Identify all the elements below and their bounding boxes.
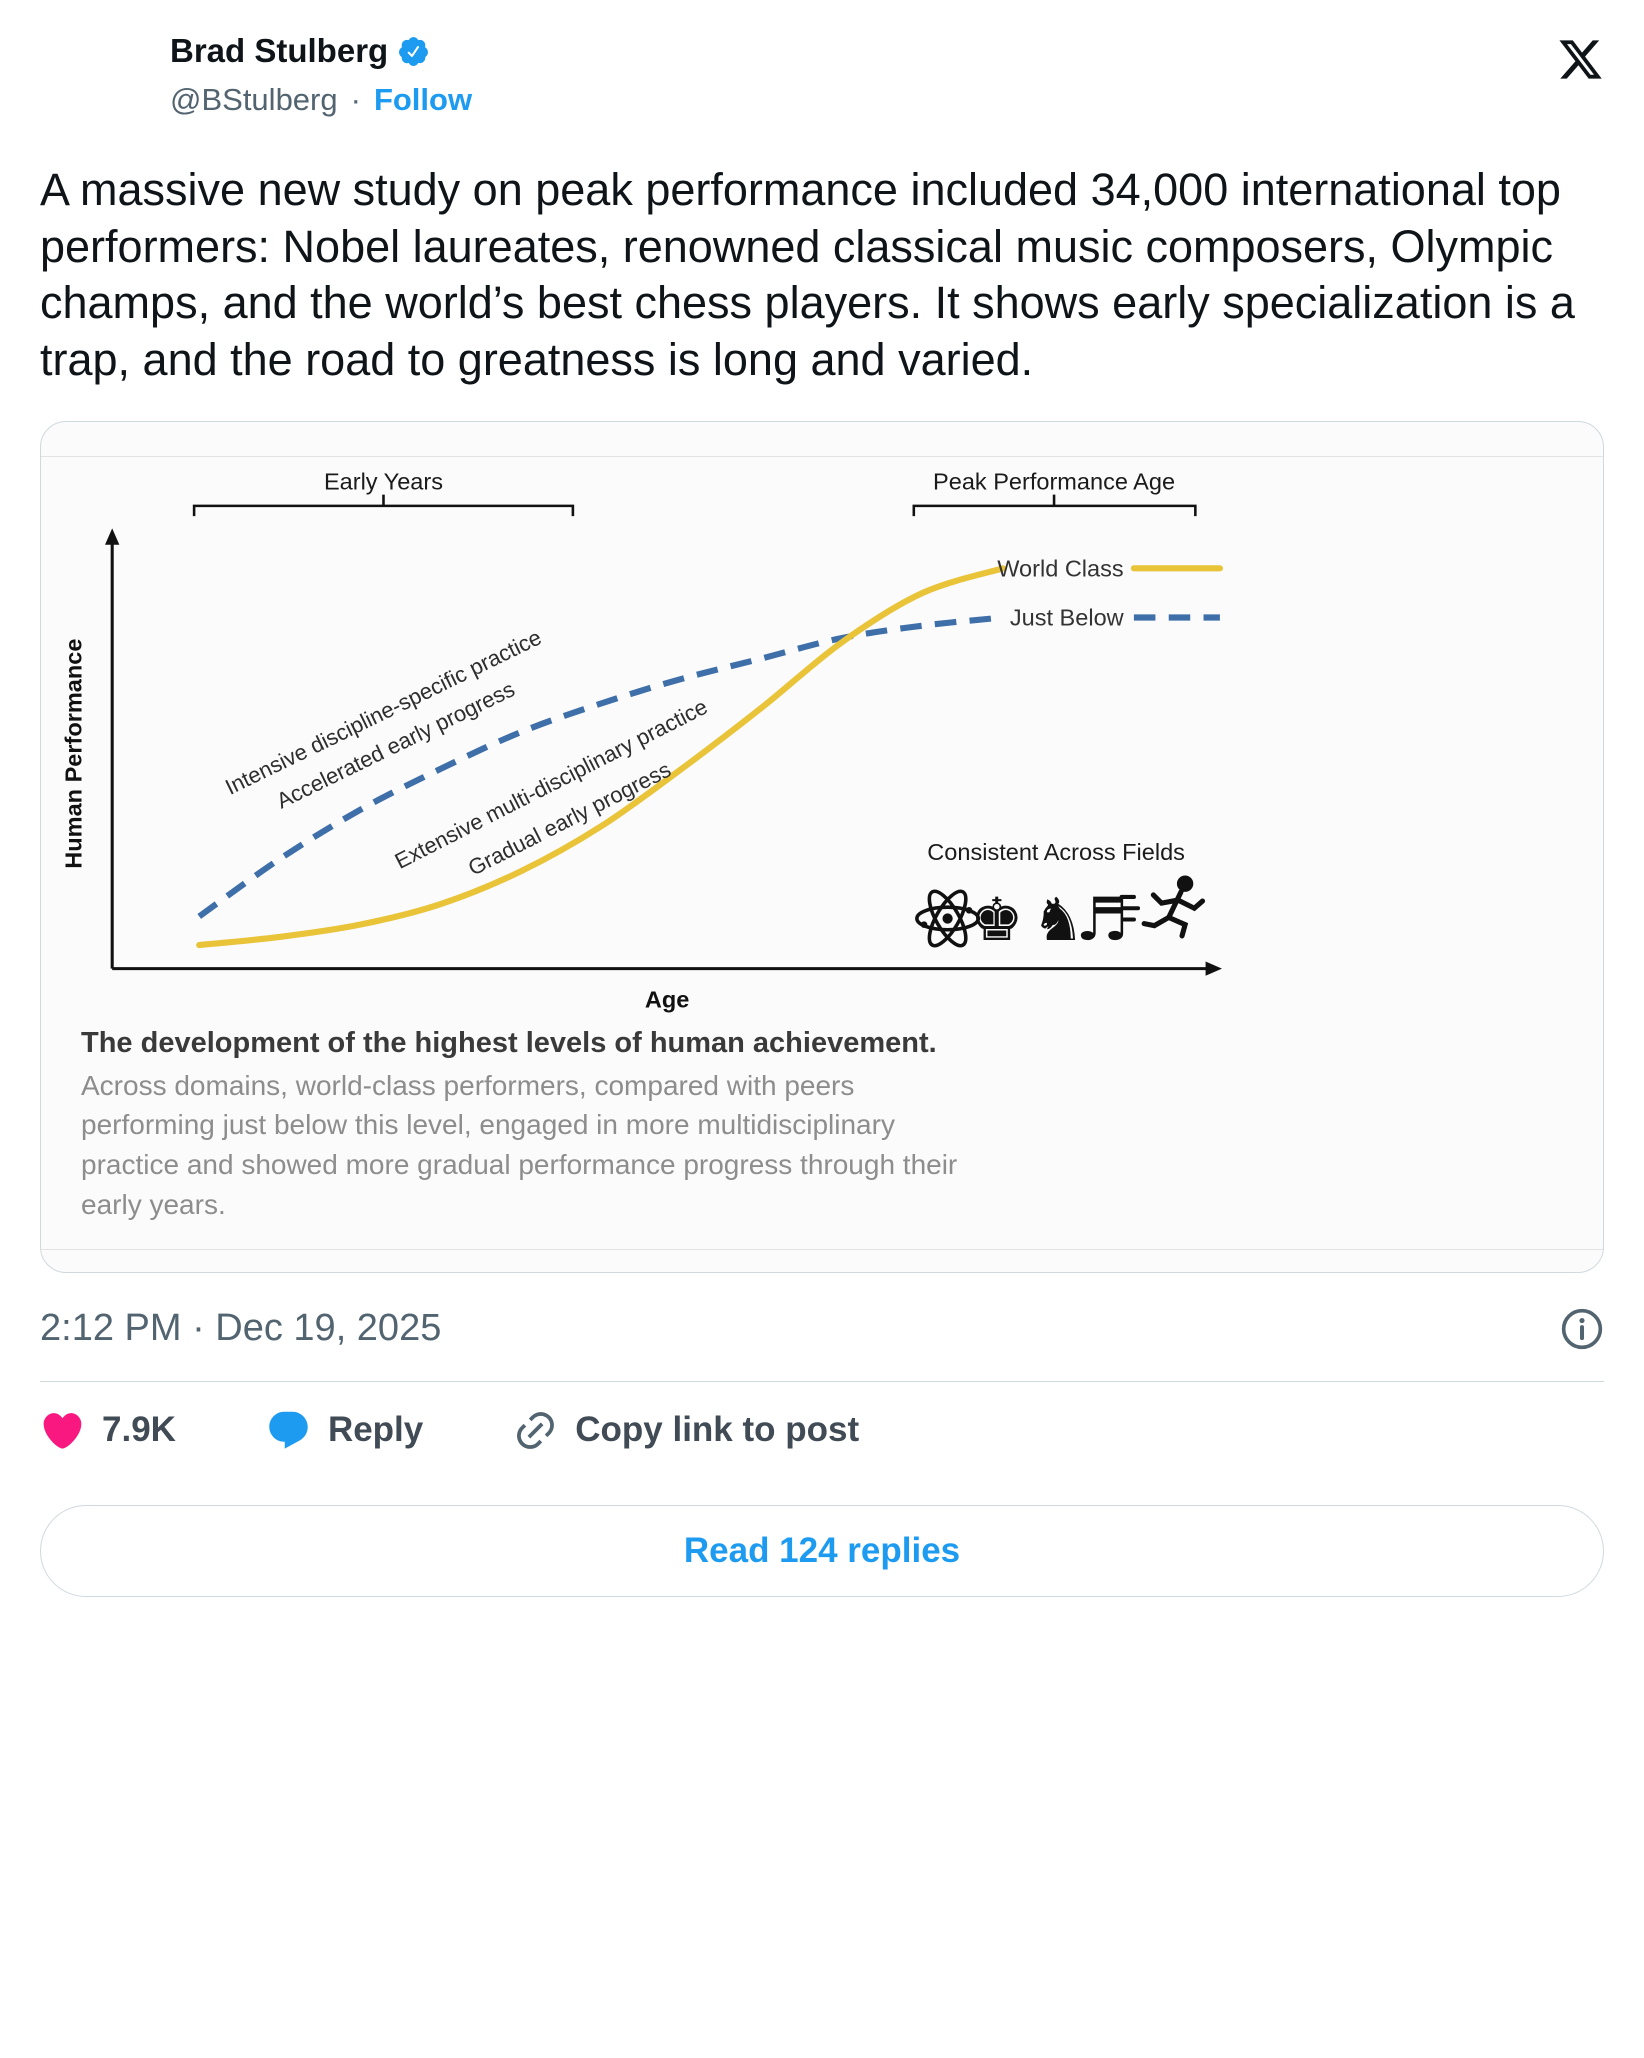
timestamp[interactable]: 2:12 PM · Dec 19, 2025 [40, 1307, 442, 1350]
engagement-row: 7.9K Reply Copy link to post [40, 1408, 1604, 1453]
sprinter-icon [1119, 875, 1206, 939]
x-axis-arrow [1205, 961, 1222, 976]
follow-link[interactable]: Follow [373, 82, 473, 117]
like-count: 7.9K [102, 1410, 176, 1450]
x-axis-label: Age [645, 986, 689, 1012]
early-years-label: Early Years [324, 468, 443, 494]
figure-caption: The development of the highest levels of… [61, 1027, 960, 1225]
tweet-header: Brad Stulberg @BStulberg · Follow [40, 28, 1604, 132]
y-axis-label: Human Performance [61, 638, 86, 868]
info-icon[interactable] [1560, 1307, 1604, 1351]
early-years-bracket [192, 494, 575, 516]
reply-button[interactable]: Reply [266, 1408, 423, 1453]
avatar[interactable] [40, 28, 144, 132]
consistent-fields-label: Consistent Across Fields [927, 839, 1185, 865]
meta-row: 2:12 PM · Dec 19, 2025 [40, 1307, 1604, 1351]
peak-age-label: Peak Performance Age [933, 468, 1175, 494]
figure-top-rule [41, 455, 1603, 457]
chess-pieces-icon: ♚♞ [970, 886, 1093, 955]
atom-icon [915, 889, 981, 948]
tweet-embed: Brad Stulberg @BStulberg · Follow A mass… [40, 28, 1604, 1597]
like-button[interactable]: 7.9K [40, 1408, 176, 1453]
heart-icon [43, 1412, 82, 1449]
display-name[interactable]: Brad Stulberg [170, 32, 389, 69]
verified-badge-icon [399, 36, 429, 66]
figure-caption-body: Across domains, world-class performers, … [81, 1069, 958, 1220]
read-replies-button[interactable]: Read 124 replies [40, 1504, 1604, 1597]
figure-wrap: Early Years Peak Performance Age Human P… [41, 457, 1228, 1225]
just-below-label: Just Below [1010, 604, 1125, 630]
x-logo-icon[interactable] [1557, 36, 1604, 83]
y-axis-arrow [105, 528, 120, 545]
just-below-curve [197, 614, 1004, 919]
world-class-label: World Class [997, 555, 1123, 581]
dashed-curve-annotation-1: Intensive discipline-specific practice [221, 624, 545, 799]
reply-label: Reply [327, 1410, 424, 1450]
link-icon [517, 1411, 555, 1449]
divider [40, 1380, 1604, 1382]
figure-bottom-rule [41, 1248, 1603, 1250]
world-class-curve [196, 565, 1006, 948]
user-handle[interactable]: @BStulberg [170, 82, 338, 117]
copy-link-label: Copy link to post [575, 1410, 860, 1450]
media-card[interactable]: Early Years Peak Performance Age Human P… [40, 420, 1604, 1273]
tweet-text: A massive new study on peak performance … [40, 164, 1575, 386]
figure-caption-title: The development of the highest levels of… [81, 1026, 937, 1059]
handle-separator: · [350, 82, 361, 117]
reply-bubble-icon [269, 1411, 308, 1449]
identity-block: Brad Stulberg @BStulberg · Follow [170, 28, 472, 118]
copy-link-button[interactable]: Copy link to post [513, 1408, 859, 1453]
achievement-chart: Early Years Peak Performance Age Human P… [61, 468, 1223, 1012]
peak-age-bracket [912, 494, 1197, 516]
